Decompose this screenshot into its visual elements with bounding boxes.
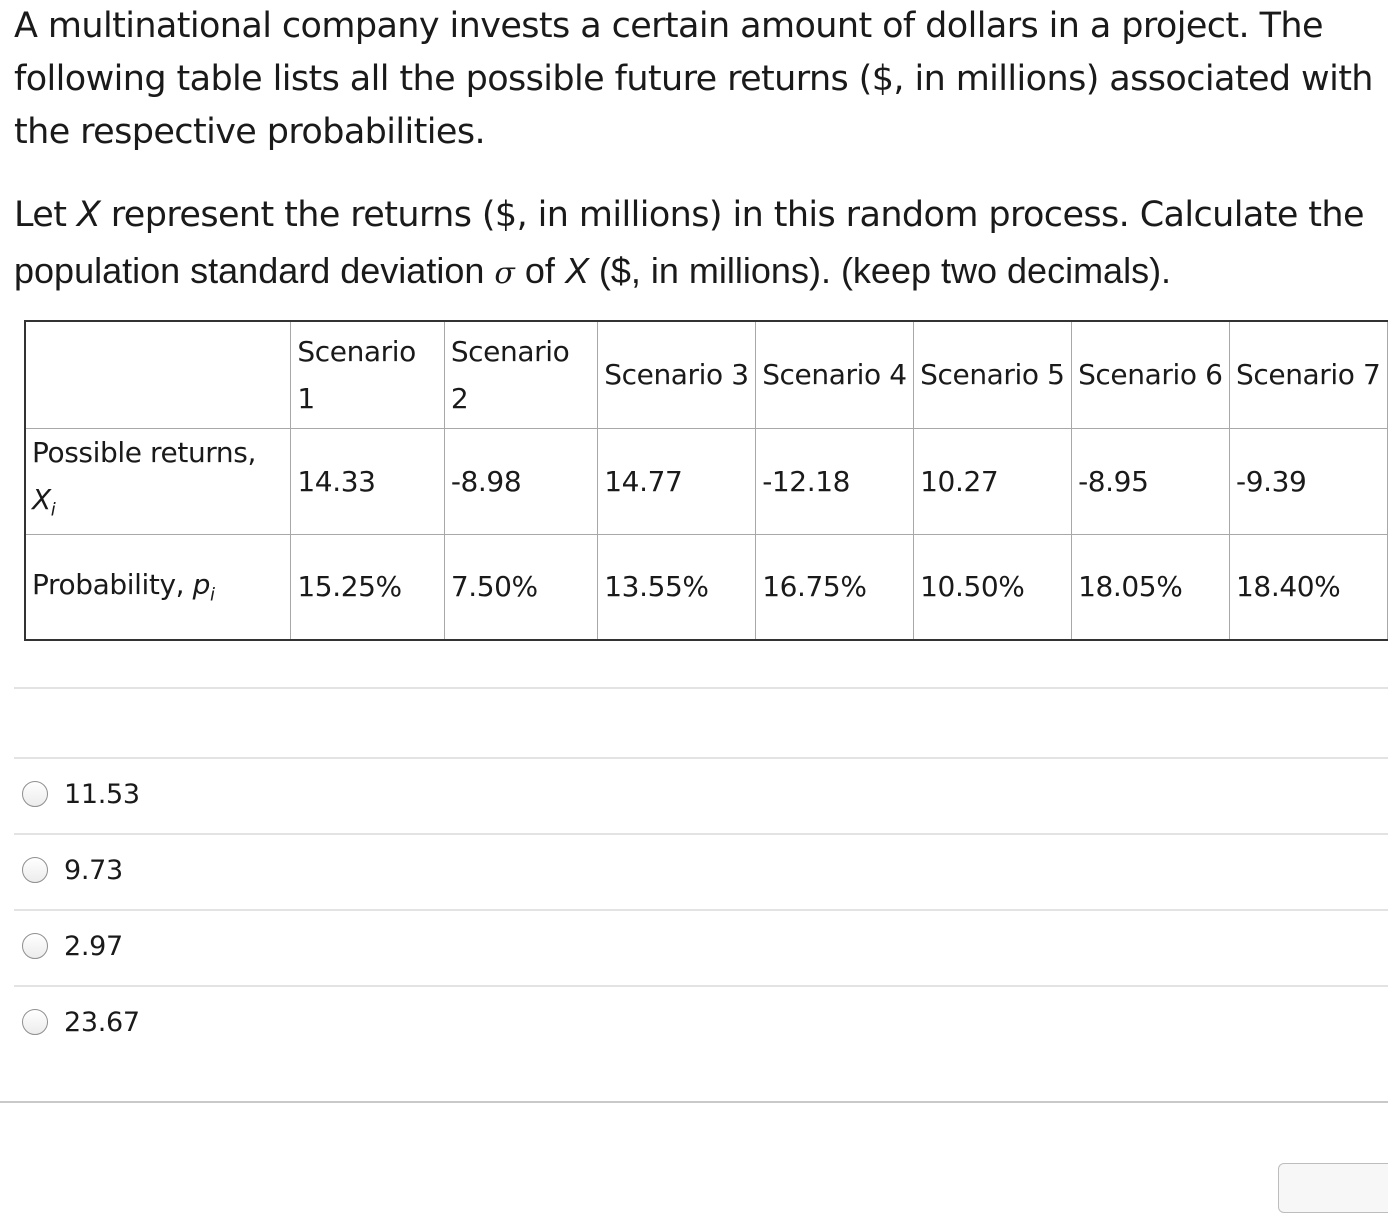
- variable-p: p: [192, 567, 211, 601]
- option-label: 2.97: [64, 930, 123, 962]
- header-scenario-4: Scenario 4: [755, 320, 915, 429]
- option-label: 9.73: [64, 854, 123, 886]
- answer-option-1[interactable]: 11.53: [22, 774, 140, 814]
- subscript-i: i: [210, 584, 215, 606]
- table-cell: 18.40%: [1229, 533, 1388, 641]
- header-scenario-1: Scenario 1: [290, 320, 445, 429]
- option-label: 23.67: [64, 1006, 140, 1038]
- divider: [14, 687, 1388, 689]
- row-label-text: Possible returns,: [32, 435, 256, 469]
- text-fragment: Let: [14, 195, 77, 235]
- table-cell: 15.25%: [290, 533, 445, 641]
- header-scenario-3: Scenario 3: [597, 320, 757, 429]
- answer-option-2[interactable]: 9.73: [22, 850, 123, 890]
- header-scenario-6: Scenario 6: [1071, 320, 1230, 429]
- table-cell: 13.55%: [597, 533, 757, 641]
- table-row-probability: Probability, pi 15.25% 7.50% 13.55% 16.7…: [24, 533, 1388, 641]
- answer-option-3[interactable]: 2.97: [22, 926, 123, 966]
- radio-button[interactable]: [22, 781, 48, 807]
- sigma-symbol: σ: [494, 256, 515, 291]
- radio-button[interactable]: [22, 933, 48, 959]
- table-cell: 16.75%: [755, 533, 915, 641]
- table-cell: -9.39: [1229, 427, 1388, 535]
- question-paragraph-2: Let X represent the returns ($, in milli…: [14, 188, 1384, 301]
- table-cell: -8.95: [1071, 427, 1230, 535]
- table-cell: 14.77: [597, 427, 757, 535]
- table-cell: -8.98: [443, 427, 599, 535]
- table-cell: 14.33: [290, 427, 445, 535]
- divider: [14, 985, 1388, 987]
- variable-x: X: [564, 250, 589, 291]
- subscript-i: i: [50, 499, 56, 521]
- variable-x: X: [32, 482, 51, 516]
- row-label-text: Probability,: [32, 567, 193, 601]
- header-scenario-7: Scenario 7: [1229, 320, 1388, 429]
- text-fragment: of: [514, 250, 565, 291]
- text-fragment: population standard deviation: [14, 250, 495, 291]
- answer-option-4[interactable]: 23.67: [22, 1002, 140, 1042]
- row-label-probability: Probability, pi: [24, 533, 292, 641]
- header-scenario-2: Scenario 2: [443, 320, 599, 429]
- next-button[interactable]: [1278, 1163, 1388, 1213]
- returns-table: Scenario 1 Scenario 2 Scenario 3 Scenari…: [24, 320, 1388, 641]
- variable-x: X: [76, 195, 101, 235]
- row-label-returns: Possible returns, Xi: [24, 427, 292, 535]
- table-cell: 10.27: [913, 427, 1073, 535]
- header-scenario-5: Scenario 5: [913, 320, 1073, 429]
- radio-button[interactable]: [22, 1009, 48, 1035]
- divider: [14, 833, 1388, 835]
- radio-button[interactable]: [22, 857, 48, 883]
- question-paragraph-1: A multinational company invests a certai…: [14, 6, 1374, 152]
- table-cell: 18.05%: [1071, 533, 1230, 641]
- text-fragment: ($, in millions). (keep two decimals).: [588, 250, 1172, 291]
- text-fragment: represent the returns ($, in millions) i…: [100, 195, 1365, 235]
- divider: [14, 757, 1388, 759]
- table-corner-cell: [24, 320, 292, 429]
- footer-divider: [0, 1101, 1388, 1103]
- table-cell: 7.50%: [443, 533, 599, 641]
- table-cell: -12.18: [755, 427, 915, 535]
- divider: [14, 909, 1388, 911]
- table-row-returns: Possible returns, Xi 14.33 -8.98 14.77 -…: [24, 427, 1388, 535]
- table-cell: 10.50%: [913, 533, 1073, 641]
- table-header-row: Scenario 1 Scenario 2 Scenario 3 Scenari…: [24, 320, 1388, 429]
- option-label: 11.53: [64, 778, 140, 810]
